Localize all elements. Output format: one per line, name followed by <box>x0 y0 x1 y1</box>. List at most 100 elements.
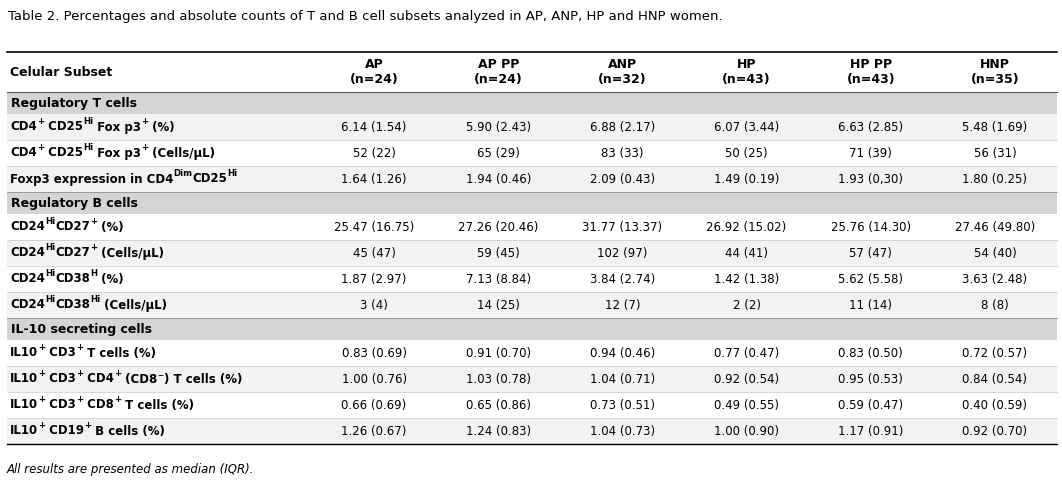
Text: HP: HP <box>737 59 756 71</box>
Text: T cells (%): T cells (%) <box>83 347 156 359</box>
Text: CD24: CD24 <box>10 273 45 285</box>
Text: (Cells/μL): (Cells/μL) <box>148 146 215 160</box>
Bar <box>7 140 1057 166</box>
Text: (%): (%) <box>97 273 123 285</box>
Text: 11 (14): 11 (14) <box>850 298 892 312</box>
Text: 31.77 (13.37): 31.77 (13.37) <box>582 220 663 234</box>
Text: 1.00 (0.76): 1.00 (0.76) <box>342 373 407 386</box>
Text: IL10: IL10 <box>10 373 38 386</box>
Text: (n=32): (n=32) <box>598 72 647 85</box>
Text: 1.17 (0.91): 1.17 (0.91) <box>838 424 904 437</box>
Bar <box>7 114 1057 140</box>
Text: ⁻: ⁻ <box>157 373 164 386</box>
Text: 57 (47): 57 (47) <box>850 246 892 259</box>
Text: +: + <box>90 217 97 226</box>
Text: 0.72 (0.57): 0.72 (0.57) <box>962 347 1027 359</box>
Text: CD25: CD25 <box>44 120 83 134</box>
Text: CD27: CD27 <box>55 220 90 234</box>
Text: Celular Subset: Celular Subset <box>10 66 113 78</box>
Text: Hi: Hi <box>227 170 238 178</box>
Text: CD38: CD38 <box>55 273 90 285</box>
Text: (%): (%) <box>97 220 123 234</box>
Text: 0.94 (0.46): 0.94 (0.46) <box>589 347 655 359</box>
Text: 0.91 (0.70): 0.91 (0.70) <box>466 347 531 359</box>
Text: ANP: ANP <box>607 59 637 71</box>
Text: (n=35): (n=35) <box>971 72 1020 85</box>
Bar <box>7 240 1057 266</box>
Text: CD4: CD4 <box>10 120 37 134</box>
Text: 0.92 (0.54): 0.92 (0.54) <box>714 373 780 386</box>
Text: CD25: CD25 <box>44 146 83 160</box>
Text: 0.66 (0.69): 0.66 (0.69) <box>342 398 407 412</box>
Text: Fox p3: Fox p3 <box>93 146 141 160</box>
Text: (CD8: (CD8 <box>121 373 157 386</box>
Bar <box>7 318 1057 340</box>
Text: IL10: IL10 <box>10 424 38 437</box>
Text: +: + <box>114 369 121 379</box>
Text: B cells (%): B cells (%) <box>91 424 166 437</box>
Text: 0.77 (0.47): 0.77 (0.47) <box>714 347 780 359</box>
Text: +: + <box>38 422 46 430</box>
Text: 54 (40): 54 (40) <box>974 246 1016 259</box>
Text: 1.42 (1.38): 1.42 (1.38) <box>714 273 780 285</box>
Text: 5.48 (1.69): 5.48 (1.69) <box>962 120 1028 134</box>
Text: (Cells/μL): (Cells/μL) <box>100 298 167 312</box>
Text: 59 (45): 59 (45) <box>477 246 519 259</box>
Text: 1.26 (0.67): 1.26 (0.67) <box>341 424 407 437</box>
Text: 3.84 (2.74): 3.84 (2.74) <box>589 273 655 285</box>
Text: Hi: Hi <box>45 244 55 252</box>
Text: (n=24): (n=24) <box>474 72 523 85</box>
Text: 52 (22): 52 (22) <box>353 146 395 160</box>
Text: Dim: Dim <box>173 170 192 178</box>
Text: CD24: CD24 <box>10 298 45 312</box>
Text: 3 (4): 3 (4) <box>360 298 388 312</box>
Text: 0.83 (0.50): 0.83 (0.50) <box>838 347 903 359</box>
Text: 1.03 (0.78): 1.03 (0.78) <box>466 373 531 386</box>
Text: HNP: HNP <box>980 59 1010 71</box>
Text: 3.63 (2.48): 3.63 (2.48) <box>962 273 1027 285</box>
Text: CD8: CD8 <box>83 398 114 412</box>
Text: 0.84 (0.54): 0.84 (0.54) <box>962 373 1027 386</box>
Text: +: + <box>37 117 44 127</box>
Text: 2 (2): 2 (2) <box>733 298 760 312</box>
Text: ) T cells (%): ) T cells (%) <box>164 373 242 386</box>
Text: 0.95 (0.53): 0.95 (0.53) <box>838 373 903 386</box>
Text: HP PP: HP PP <box>850 59 892 71</box>
Text: CD24: CD24 <box>10 246 45 259</box>
Text: 102 (97): 102 (97) <box>597 246 648 259</box>
Text: 0.83 (0.69): 0.83 (0.69) <box>342 347 407 359</box>
Text: Hi: Hi <box>45 217 55 226</box>
Text: +: + <box>114 395 121 404</box>
Bar <box>7 166 1057 192</box>
Bar <box>7 340 1057 366</box>
Text: +: + <box>141 117 148 127</box>
Text: 1.04 (0.71): 1.04 (0.71) <box>589 373 655 386</box>
Text: (%): (%) <box>148 120 174 134</box>
Text: 27.26 (20.46): 27.26 (20.46) <box>458 220 538 234</box>
Text: +: + <box>38 344 46 352</box>
Text: CD24: CD24 <box>10 220 45 234</box>
Text: +: + <box>37 143 44 152</box>
Text: 1.04 (0.73): 1.04 (0.73) <box>589 424 655 437</box>
Text: 0.40 (0.59): 0.40 (0.59) <box>962 398 1027 412</box>
Text: AP PP: AP PP <box>478 59 519 71</box>
Text: 25.76 (14.30): 25.76 (14.30) <box>830 220 911 234</box>
Text: 7.13 (8.84): 7.13 (8.84) <box>466 273 531 285</box>
Text: Regulatory T cells: Regulatory T cells <box>11 97 137 109</box>
Text: 1.94 (0.46): 1.94 (0.46) <box>465 173 531 185</box>
Text: +: + <box>90 244 97 252</box>
Text: 26.92 (15.02): 26.92 (15.02) <box>706 220 787 234</box>
Text: 50 (25): 50 (25) <box>725 146 768 160</box>
Text: 2.09 (0.43): 2.09 (0.43) <box>589 173 655 185</box>
Text: 1.87 (2.97): 1.87 (2.97) <box>341 273 407 285</box>
Text: (n=43): (n=43) <box>846 72 895 85</box>
Text: +: + <box>38 395 46 404</box>
Text: 0.92 (0.70): 0.92 (0.70) <box>962 424 1027 437</box>
Bar <box>7 266 1057 292</box>
Text: (n=43): (n=43) <box>722 72 771 85</box>
Text: CD4: CD4 <box>83 373 114 386</box>
Text: 65 (29): 65 (29) <box>477 146 519 160</box>
Text: Regulatory B cells: Regulatory B cells <box>11 197 138 210</box>
Text: +: + <box>84 422 91 430</box>
Text: 6.07 (3.44): 6.07 (3.44) <box>714 120 780 134</box>
